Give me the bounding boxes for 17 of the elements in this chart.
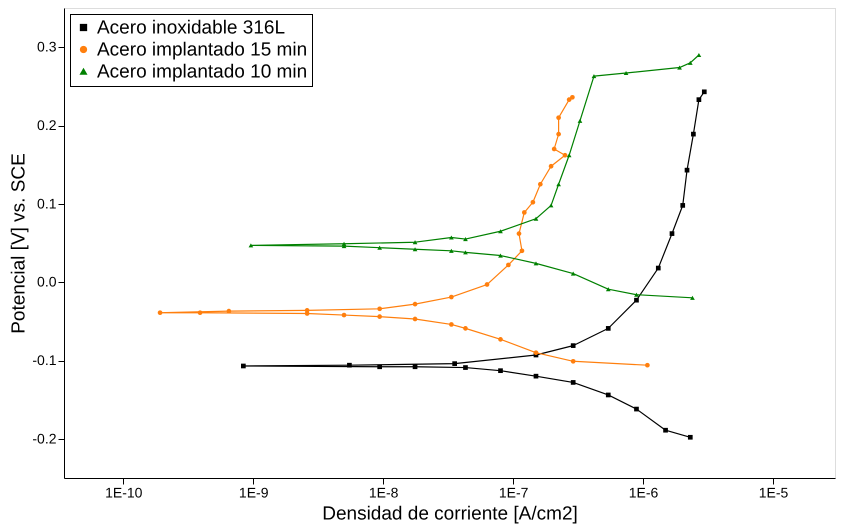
x-tick-label: 1E-8 xyxy=(368,484,399,500)
legend-label: Acero implantado 10 min xyxy=(97,62,308,82)
x-axis-title: Densidad de corriente [A/cm2] xyxy=(322,504,578,524)
y-tick-label: 0.2 xyxy=(37,117,57,133)
y-tick-label: -0.1 xyxy=(32,352,57,368)
x-tick-label: 1E-10 xyxy=(105,484,143,500)
x-tick-label: 1E-7 xyxy=(498,484,529,500)
x-tick-label: 1E-5 xyxy=(758,484,788,500)
y-tick-label: 0.3 xyxy=(37,38,57,55)
y-tick-label: 0.0 xyxy=(37,274,57,290)
y-tick-label: 0.1 xyxy=(37,195,57,212)
legend-label: Acero implantado 15 min xyxy=(97,40,308,60)
y-tick-label: -0.2 xyxy=(32,430,57,446)
x-tick-label: 1E-9 xyxy=(238,484,269,500)
y-axis-title: Potencial [V] vs. SCE xyxy=(8,153,30,334)
x-tick-label: 1E-6 xyxy=(628,484,659,500)
legend-label: Acero inoxidable 316L xyxy=(97,18,286,38)
